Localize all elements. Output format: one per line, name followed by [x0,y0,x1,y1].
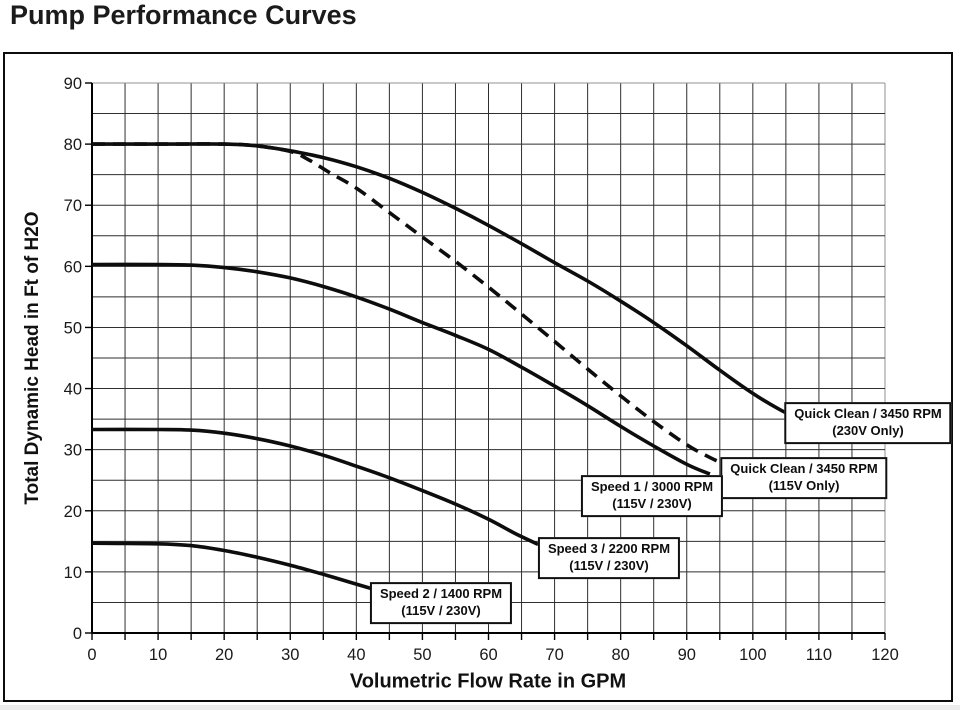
label-speed-2: Speed 2 / 1400 RPM (115V / 230V) [369,582,513,624]
label-line2: (230V Only) [832,423,904,438]
svg-text:100: 100 [739,646,767,664]
svg-text:80: 80 [64,136,82,154]
label-line2: (115V / 230V) [569,558,649,573]
label-speed-3: Speed 3 / 2200 RPM (115V / 230V) [537,537,681,579]
svg-text:80: 80 [611,646,629,664]
svg-text:50: 50 [413,646,431,664]
svg-text:90: 90 [64,75,82,93]
x-axis-label: Volumetric Flow Rate in GPM [349,670,627,693]
label-line1: Speed 3 / 2200 RPM [547,541,671,557]
bottom-margin-strip [0,705,960,710]
page-title: Pump Performance Curves [10,0,357,30]
svg-text:50: 50 [64,319,82,337]
svg-text:70: 70 [64,197,82,215]
label-line2: (115V / 230V) [612,496,692,511]
label-line2: (115V Only) [768,478,840,493]
svg-text:120: 120 [871,646,899,664]
label-line1: Quick Clean / 3450 RPM [794,406,942,422]
label-line1: Speed 1 / 3000 RPM [590,479,714,495]
svg-text:10: 10 [149,646,167,664]
svg-text:40: 40 [64,381,82,399]
svg-text:20: 20 [215,646,233,664]
svg-text:30: 30 [281,646,299,664]
svg-text:30: 30 [64,442,82,460]
svg-text:90: 90 [678,646,696,664]
svg-text:60: 60 [479,646,497,664]
svg-text:20: 20 [64,503,82,521]
label-quick-clean-115v: Quick Clean / 3450 RPM (115V Only) [720,457,888,499]
svg-text:70: 70 [545,646,563,664]
svg-text:110: 110 [806,646,832,664]
svg-text:0: 0 [73,625,82,643]
svg-text:40: 40 [347,646,365,664]
svg-text:60: 60 [64,258,82,276]
label-line2: (115V / 230V) [401,603,481,618]
y-axis-label: Total Dynamic Head in Ft of H2O [22,211,43,505]
label-quick-clean-230v: Quick Clean / 3450 RPM (230V Only) [784,402,952,444]
label-line1: Quick Clean / 3450 RPM [730,461,878,477]
svg-text:10: 10 [64,564,82,582]
svg-text:0: 0 [87,646,96,664]
label-speed-1: Speed 1 / 3000 RPM (115V / 230V) [580,475,724,517]
label-line1: Speed 2 / 1400 RPM [379,586,503,602]
